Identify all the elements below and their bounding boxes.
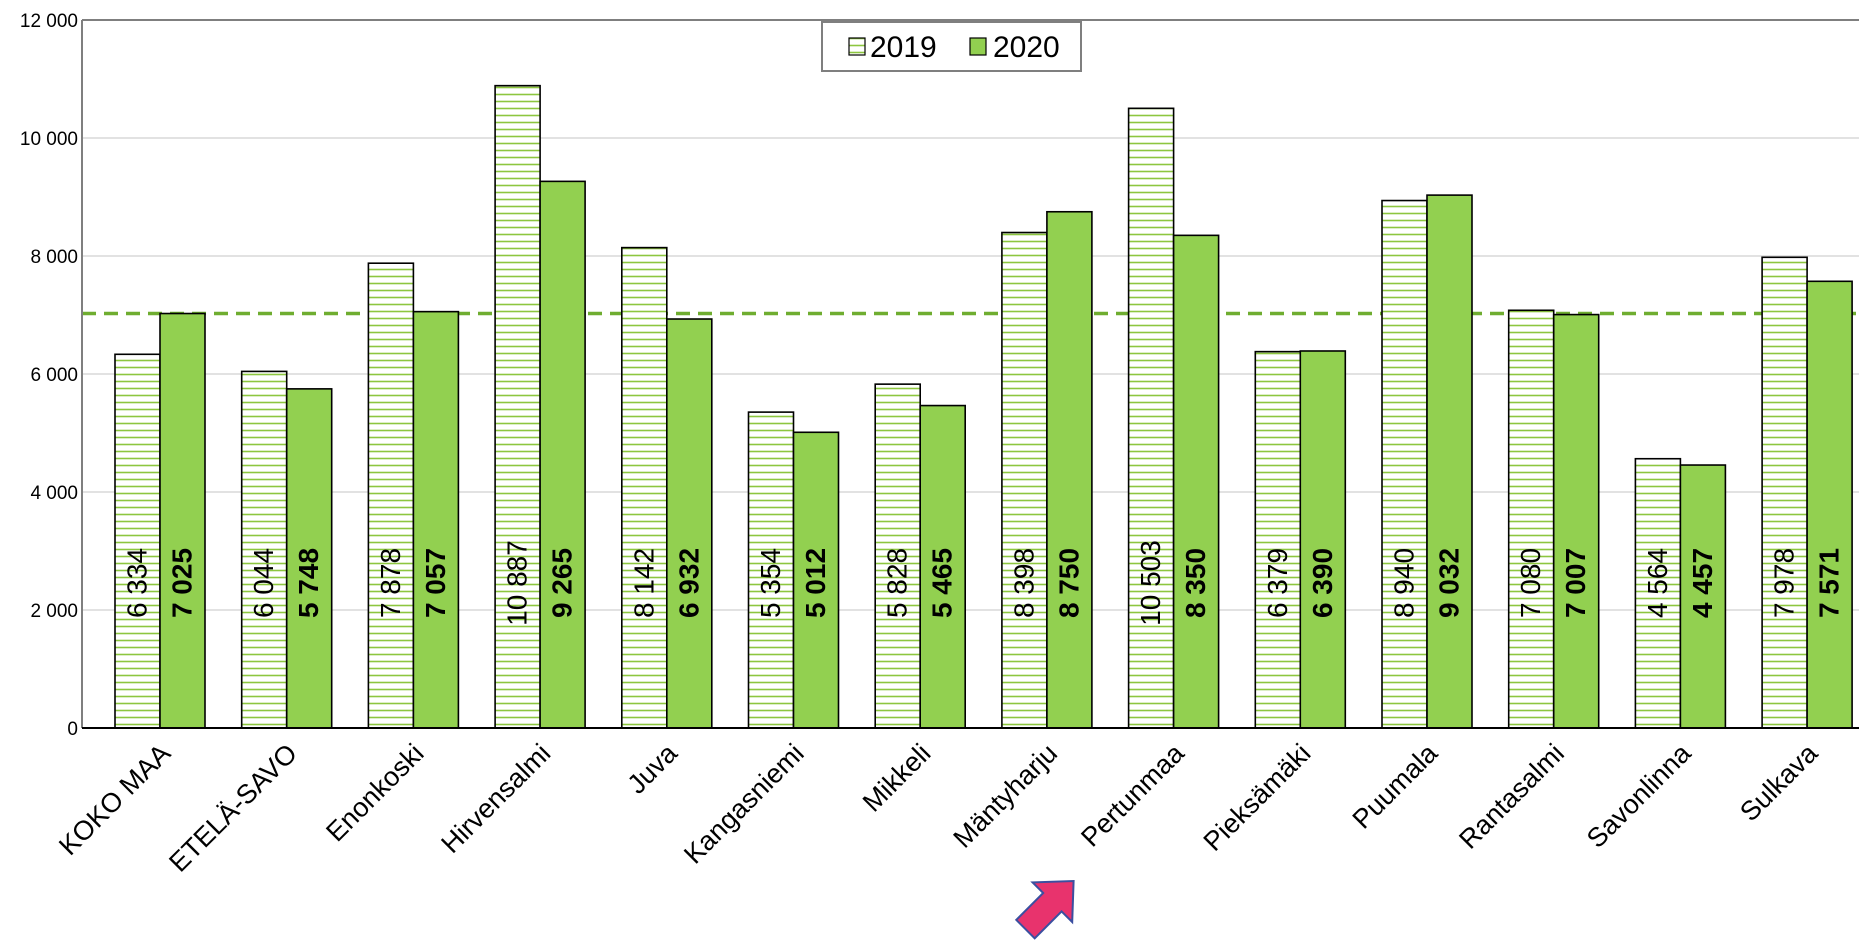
data-label-2020: 5 465 [927,548,958,618]
bar-2020 [1172,234,1220,729]
bar-2020 [1046,210,1093,729]
bar-2019 [1507,309,1555,729]
category-label: Juva [621,737,683,799]
data-label-2019: 5 354 [755,548,786,618]
bar-2019 [1381,199,1428,729]
data-label-2020: 6 932 [673,548,704,618]
data-label-2019: 6 044 [248,548,279,618]
category-label: ETELÄ-SAVO [163,738,303,878]
category-label: Puumala [1347,737,1444,834]
bar-2019 [1254,350,1302,729]
category-label: Hirvensalmi [435,738,556,859]
y-tick-label: 12 000 [20,11,78,32]
category-label: Kangasniemi [678,738,810,870]
y-tick-label: 10 000 [20,129,78,150]
legend-label-2019: 2019 [870,31,937,64]
data-label-2020: 8 350 [1180,548,1211,618]
bar-2019 [620,246,668,729]
data-label-2019: 8 398 [1008,548,1039,618]
legend-swatch-2020 [969,37,987,56]
data-labels: 6 334 7 025 6 044 5 748 7 878 7 057 10 887 9 26… [122,540,1845,626]
bars [114,84,1853,729]
bar-2020 [919,404,967,729]
data-label-2020: 4 457 [1687,548,1718,618]
bar-2020 [285,388,333,729]
bar-2020 [412,310,460,729]
bar-2020 [665,318,713,729]
bar-2019 [1127,107,1175,729]
data-label-2020: 7 571 [1814,548,1845,618]
data-label-2020: 7 007 [1560,548,1591,618]
data-label-2020: 8 750 [1053,548,1084,618]
bar-2020 [792,431,840,729]
category-label: KOKO MAA [53,738,176,861]
bar-2020 [539,180,586,729]
y-tick-label: 4 000 [30,483,78,504]
data-label-2019: 8 142 [628,548,659,618]
y-tick-label: 6 000 [30,365,78,386]
data-label-2019: 10 887 [502,540,533,626]
data-label-2019: 6 379 [1262,548,1293,618]
category-label: Rantasalmi [1453,738,1570,855]
data-label-2020: 7 057 [420,548,451,618]
y-tick-label: 2 000 [30,601,78,622]
data-label-2019: 8 940 [1389,548,1420,618]
y-axis-ticks: 0 2 000 4 000 6 000 8 000 10 000 12 000 [20,11,78,740]
bar-2020 [159,312,206,729]
data-label-2020: 9 032 [1434,548,1465,618]
legend-label-2020: 2020 [993,31,1060,64]
bar-2019 [494,84,541,729]
data-label-2019: 7 978 [1769,548,1800,618]
data-label-2019: 10 503 [1135,540,1166,626]
data-label-2020: 5 012 [800,548,831,618]
category-label: Pertunmaa [1075,737,1190,852]
data-label-2019: 5 828 [882,548,913,618]
bar-2019 [747,411,795,729]
data-label-2019: 6 334 [122,548,153,618]
bar-2019 [114,353,161,729]
category-label: Savonlinna [1581,737,1697,853]
bar-2020 [1426,194,1473,729]
bar-2019 [1761,256,1808,729]
category-label: Mäntyharju [947,738,1063,854]
data-label-2020: 7 025 [167,548,198,618]
bar-2020 [1679,464,1727,729]
data-label-2019: 7 878 [375,548,406,618]
category-label: Pieksämäki [1198,738,1317,857]
axes [81,19,1859,729]
bar-2019 [1001,231,1048,729]
bar-2020 [1552,313,1600,729]
data-label-2020: 5 748 [293,548,324,618]
legend-swatch-2019 [848,37,866,56]
category-label: Mikkeli [857,738,937,818]
category-label: Enonkoski [320,738,429,847]
data-label-2020: 9 265 [547,548,578,618]
data-label-2019: 7 080 [1515,548,1546,618]
bar-2020 [1299,350,1347,729]
legend: 2019 2020 [821,21,1082,72]
category-label: Sulkava [1734,737,1824,827]
pointer-arrow-icon [1014,879,1075,940]
y-tick-label: 0 [67,719,78,740]
data-label-2019: 4 564 [1642,548,1673,618]
bar-2019 [874,383,922,729]
y-tick-label: 8 000 [30,247,78,268]
bar-2020 [1806,280,1853,729]
bar-2019 [367,262,415,729]
data-label-2020: 6 390 [1307,548,1338,618]
